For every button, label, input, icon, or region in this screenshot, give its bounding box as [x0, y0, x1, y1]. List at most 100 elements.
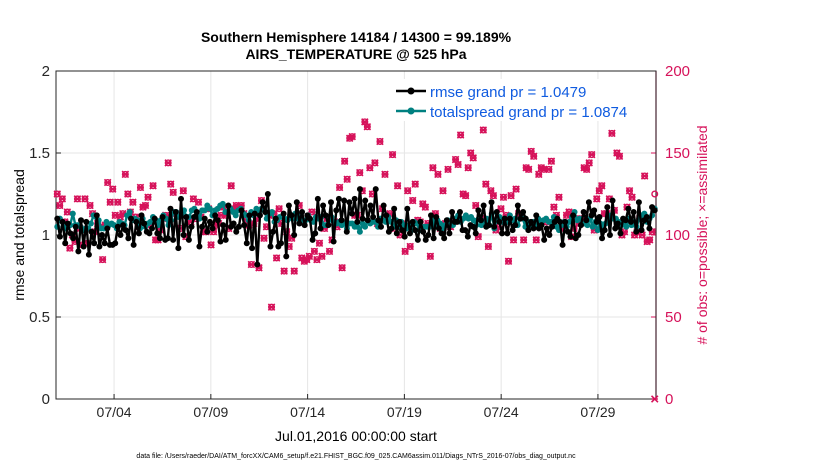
rmse-point [349, 210, 356, 217]
obs-assimilated-point [434, 170, 442, 179]
rmse-point [133, 218, 140, 225]
rmse-point [330, 238, 337, 245]
y-axis-right-label: # of obs: o=possible; ×=assimilated [694, 125, 710, 344]
spread-point [126, 209, 133, 216]
rmse-point [533, 212, 540, 219]
rmse-point [596, 213, 603, 220]
footnote: data file: /Users/raeder/DAI/ATM_forcXX/… [136, 453, 576, 460]
rmse-point [472, 230, 479, 237]
rmse-point [409, 218, 416, 225]
obs-assimilated-point [275, 204, 283, 213]
rmse-point [578, 222, 584, 229]
rmse-point [291, 232, 298, 238]
rmse-point [538, 222, 545, 229]
obs-assimilated-point [371, 159, 379, 167]
rmse-point [293, 199, 300, 206]
rmse-point [296, 220, 303, 227]
obs-assimilated-point [615, 152, 624, 161]
rmse-point [128, 215, 134, 222]
obs-assimilated-point [645, 236, 654, 244]
obs-assimilated-point [136, 183, 145, 192]
x-tick-label: 07/29 [580, 404, 615, 420]
rmse-point [288, 212, 295, 219]
obs-assimilated-point [338, 264, 346, 272]
rmse-point [104, 225, 111, 232]
rmse-point [504, 230, 511, 237]
rmse-point [149, 225, 156, 232]
rmse-point [70, 235, 77, 242]
rmse-point [335, 195, 342, 202]
legend-box [392, 79, 650, 121]
y-right-tick-label: 0 [665, 391, 673, 408]
rmse-point [614, 220, 621, 227]
obs-assimilated-point [519, 236, 528, 244]
obs-assimilated-point [595, 186, 604, 195]
rmse-point [285, 202, 292, 209]
rmse-point [96, 243, 103, 250]
rmse-point [380, 202, 387, 209]
rmse-point [541, 236, 548, 243]
rmse-point [180, 232, 187, 238]
legend-rmse-label: rmse grand pr = 1.0479 [430, 84, 586, 101]
obs-assimilated-point [524, 165, 533, 174]
rmse-point [249, 245, 256, 252]
rmse-point [170, 236, 177, 243]
obs-assimilated-point [81, 195, 89, 203]
rmse-point [214, 217, 221, 224]
rmse-point [351, 195, 358, 202]
rmse-point [378, 223, 384, 230]
rmse-point [399, 227, 406, 234]
obs-assimilated-point [121, 170, 130, 179]
rmse-point [520, 209, 527, 216]
rmse-point [556, 218, 563, 225]
rmse-point [599, 235, 606, 242]
rmse-point [401, 233, 408, 240]
legend-spread-marker [407, 107, 415, 115]
rmse-point [404, 205, 411, 212]
rmse-point [343, 228, 350, 235]
rmse-point [635, 199, 642, 206]
obs-assimilated-point [547, 157, 556, 165]
rmse-point [346, 199, 353, 206]
obs-assimilated-point [325, 247, 334, 256]
obs-assimilated-point [411, 180, 420, 188]
obs-possible-point [651, 190, 659, 198]
rmse-point [528, 218, 534, 225]
obs-assimilated-point [335, 183, 344, 192]
obs-assimilated-point [381, 170, 389, 179]
obs-assimilated-point [73, 195, 82, 203]
rmse-point [322, 212, 329, 219]
rmse-point [583, 217, 590, 224]
rmse-point [138, 212, 145, 219]
rmse-point [172, 209, 179, 216]
obs-assimilated-point [340, 157, 349, 165]
rmse-point [443, 217, 450, 224]
rmse-point [617, 230, 624, 237]
rmse-point [264, 191, 271, 197]
rmse-point [209, 225, 216, 232]
rmse-point [246, 212, 253, 219]
obs-assimilated-point [267, 303, 276, 311]
rmse-point [354, 218, 361, 225]
y-right-tick-label: 150 [665, 145, 690, 162]
obs-assimilated-point [507, 191, 515, 200]
obs-assimilated-point [650, 395, 659, 403]
rmse-point [464, 233, 471, 240]
obs-assimilated-point [98, 255, 107, 264]
rmse-point [314, 195, 321, 202]
rmse-point [622, 217, 629, 224]
obs-assimilated-point [638, 231, 646, 239]
rmse-point [185, 236, 192, 243]
rmse-point [64, 220, 71, 227]
rmse-point [220, 222, 227, 229]
rmse-point [509, 227, 516, 234]
obs-assimilated-point [113, 198, 122, 206]
legend-spread-label: totalspread grand pr = 1.0874 [430, 104, 627, 121]
rmse-point [480, 202, 487, 209]
rmse-point [199, 223, 206, 230]
obs-assimilated-point [482, 180, 490, 188]
rmse-point [156, 235, 163, 242]
obs-assimilated-point [429, 163, 437, 172]
plot-area [55, 70, 657, 400]
